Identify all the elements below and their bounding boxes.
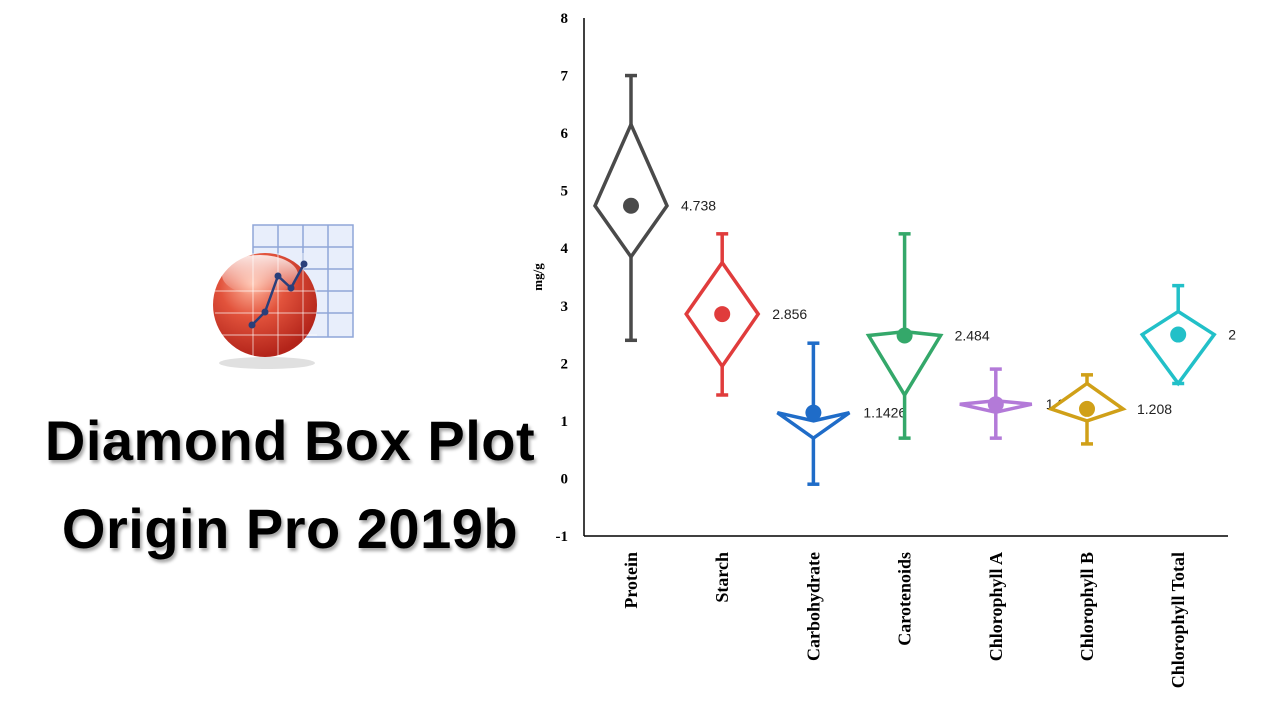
mean-point [1079,400,1095,417]
mean-value-label: 2 [1228,327,1236,343]
category-label: Carbohydrate [803,552,823,661]
page-title-line-1: Diamond Box Plot [44,409,536,472]
category-label: Chlorophyll Total [1168,552,1188,688]
y-tick-label: 4 [561,241,569,257]
category-label: Chlorophyll A [986,552,1006,661]
category-labels: Protein Starch Carbohydrate Carotenoids Chlo… [621,552,1188,688]
diamond-box-chart: -1 0 1 2 3 4 5 6 7 8 mg/g 4.738 2.856 1.1426 2.484 1.2… [530,11,1236,688]
mean-point [805,404,822,421]
mean-value-label: 4.738 [681,198,716,214]
diamond-box: 2 [1139,283,1236,387]
logo-line-chart-icon [248,260,308,329]
category-label: Starch [712,552,732,603]
y-tick-label: 5 [561,184,569,200]
y-tick-label: 0 [561,471,569,487]
logo-ball-shine [222,255,298,295]
y-axis-title: mg/g [530,263,545,291]
diamond-box: 1.208 [1047,373,1172,446]
diamond-box-shape [865,329,944,399]
logo-ball-shadow [219,357,315,369]
mean-point [896,327,913,344]
y-tick-label: 3 [561,299,569,315]
mean-point [987,396,1004,413]
origin-pro-logo-icon [213,224,354,369]
diamond-box-shape [592,120,670,260]
chart-axes: -1 0 1 2 3 4 5 6 7 8 mg/g [530,11,1228,545]
mean-point [623,197,639,214]
mean-value-label: 2.484 [955,327,990,343]
diamond-box: 2.856 [684,232,807,397]
diamond-box: 2.484 [865,232,990,440]
category-label: Carotenoids [895,552,915,646]
category-label: Protein [621,552,641,609]
category-label: Chlorophyll B [1077,552,1097,661]
y-tick-label: 8 [561,11,569,27]
mean-value-label: 2.856 [772,306,807,322]
mean-point [714,306,731,323]
mean-point [1170,326,1187,343]
y-tick-label: -1 [556,529,569,545]
y-tick-label: 7 [561,69,569,85]
y-tick-label: 1 [561,414,569,430]
diamond-box-shape [776,410,851,441]
mean-value-label: 1.1426 [863,405,906,421]
y-tick-label: 6 [561,126,569,142]
diamond-box-shape [1139,309,1217,387]
y-tick-label: 2 [561,356,569,372]
diamond-box: 4.738 [592,73,716,343]
diamond-box: 1.1426 [776,341,906,486]
mean-value-label: 1.208 [1137,401,1172,417]
page-title-line-2: Origin Pro 2019b [61,497,519,560]
